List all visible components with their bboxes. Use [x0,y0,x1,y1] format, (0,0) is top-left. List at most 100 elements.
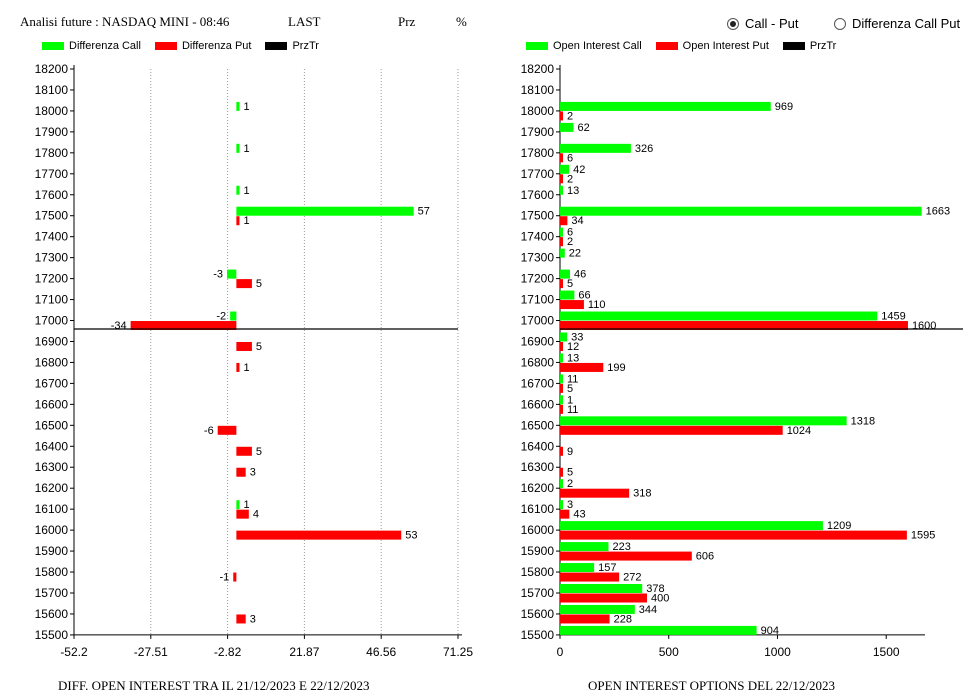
y-tick-label: 17600 [35,188,69,202]
call-bar [230,311,237,321]
call-bar-label: 378 [646,583,664,595]
y-tick-label: 16700 [521,376,555,390]
put-bar-label: 110 [588,299,606,311]
y-tick-label: 17100 [35,293,69,307]
call-bar-label: -2 [216,311,226,323]
put-bar [217,425,237,435]
y-tick-label: 17800 [35,146,69,160]
put-bar-label: 1024 [787,425,811,437]
y-tick-label: 15800 [35,565,69,579]
y-tick-label: 15800 [521,565,555,579]
footer-left-caption: DIFF. OPEN INTEREST TRA IL 21/12/2023 E … [58,678,370,693]
call-bar-label: 223 [612,541,630,553]
y-tick-label: 18200 [35,62,69,76]
radio-differenza-label: Differenza Call Put [852,16,961,31]
y-tick-label: 17400 [521,230,555,244]
call-bar-label: -3 [213,269,223,281]
legend-item: Differenza Call [42,40,141,52]
put-bar-label: 1 [243,362,249,374]
put-bar [236,341,252,351]
y-tick-label: 16100 [35,502,69,516]
call-bar [560,479,563,489]
call-bar-label: 1663 [926,206,950,218]
put-bar-label: 2 [567,236,573,248]
call-bar [236,185,240,195]
y-tick-label: 16700 [35,376,69,390]
put-bar-label: 3 [250,467,256,479]
put-bar [236,467,246,477]
call-bar-label: 33 [571,331,583,343]
y-tick-label: 16200 [521,481,555,495]
y-tick-label: 17300 [35,251,69,265]
y-tick-label: 17000 [521,314,555,328]
y-tick-label: 15900 [35,544,69,558]
call-bar-label: 11 [567,373,578,385]
x-tick-label: 71.25 [443,645,473,659]
put-bar-label: 53 [405,530,417,542]
y-tick-label: 17500 [521,209,555,223]
call-bar-label: 904 [761,625,779,637]
put-bar [236,279,252,289]
put-bar-label: -34 [111,320,127,332]
radio-indicator-icon[interactable] [727,17,739,30]
y-tick-label: 16500 [35,418,69,432]
put-bar-label: 11 [567,404,578,416]
x-tick-label: -2.82 [214,645,242,659]
y-tick-label: 16600 [35,397,69,411]
call-bar [236,500,240,510]
call-bar-label: 326 [635,143,653,155]
y-tick-label: 16300 [35,460,69,474]
call-bar-label: 1318 [851,415,875,427]
call-bar [236,206,414,216]
put-bar [560,593,647,603]
call-bar [560,248,565,258]
legend-label: PrzTr [809,40,837,52]
call-bar [560,269,571,279]
put-bar-label: 5 [567,278,573,290]
put-bar [560,614,610,624]
y-tick-label: 16500 [521,418,555,432]
call-bar [560,332,568,342]
call-bar [560,206,922,216]
put-bar-label: 6 [567,152,573,164]
y-tick-label: 15700 [521,586,555,600]
call-bar [227,269,237,279]
legend-item: Differenza Put [154,40,251,52]
radio-call-put[interactable]: Call - Put [727,16,798,31]
y-tick-label: 15500 [35,628,69,642]
put-bar [560,488,630,498]
legend-swatch-put [154,42,177,50]
put-bar-label: 2 [567,173,573,185]
y-tick-label: 16000 [35,523,69,537]
put-bar [560,341,563,351]
call-bar [560,395,563,405]
x-tick-label: 500 [659,645,679,659]
put-bar [560,446,563,456]
put-bar [236,530,402,540]
put-bar-label: 318 [633,488,651,500]
put-bar-label: 400 [651,593,669,605]
call-bar [560,143,631,153]
legend-item: PrzTr [265,40,319,52]
put-bar [236,446,252,456]
put-bar [236,509,249,519]
radio-differenza-call-put[interactable]: Differenza Call Put [834,16,960,31]
call-bar-label: 969 [775,101,793,113]
put-bar-label: 43 [573,509,585,521]
y-tick-label: 17000 [35,314,69,328]
radio-indicator-icon[interactable] [834,17,846,30]
call-bar-label: 1 [243,499,249,511]
y-tick-label: 15700 [35,586,69,600]
put-bar [560,383,563,393]
x-tick-label: 0 [557,645,564,659]
put-bar [560,279,563,289]
y-tick-label: 16400 [521,439,555,453]
call-bar [560,542,609,552]
y-tick-label: 18100 [521,83,555,97]
put-bar-label: -1 [219,572,229,584]
put-bar [236,362,240,372]
put-bar [560,153,563,163]
put-bar [560,467,563,477]
call-bar-label: 2 [567,478,573,490]
x-tick-label: 1500 [873,645,900,659]
